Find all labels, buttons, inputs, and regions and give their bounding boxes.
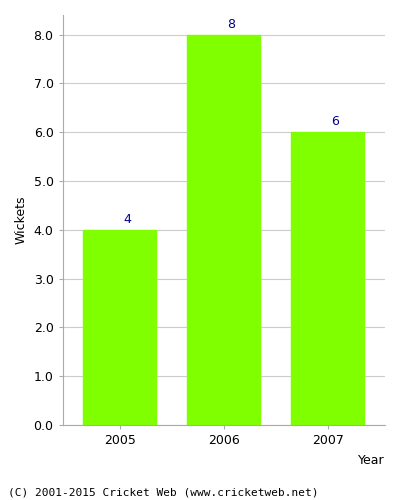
Y-axis label: Wickets: Wickets	[15, 196, 28, 244]
Text: 6: 6	[331, 116, 339, 128]
Bar	[291, 132, 364, 425]
Text: 8: 8	[227, 18, 235, 30]
Bar	[83, 230, 156, 425]
Text: Year: Year	[358, 454, 385, 467]
Text: (C) 2001-2015 Cricket Web (www.cricketweb.net): (C) 2001-2015 Cricket Web (www.cricketwe…	[8, 488, 318, 498]
Text: 4: 4	[123, 213, 131, 226]
Bar	[187, 34, 260, 425]
